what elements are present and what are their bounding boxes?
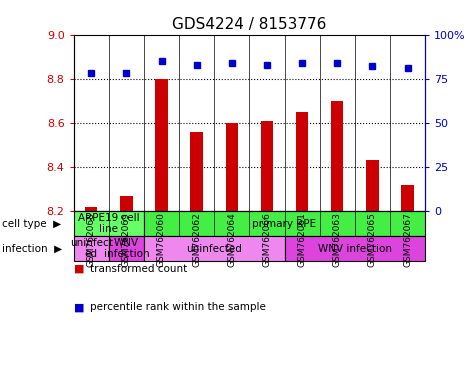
Bar bbox=[109, 236, 144, 261]
Text: ARPE19 cell
line: ARPE19 cell line bbox=[78, 213, 140, 235]
Text: GSM762062: GSM762062 bbox=[192, 212, 201, 267]
Text: GSM762063: GSM762063 bbox=[333, 212, 342, 267]
Text: ■: ■ bbox=[74, 264, 84, 274]
Bar bbox=[155, 79, 168, 211]
Bar bbox=[120, 196, 133, 211]
Bar bbox=[296, 112, 308, 211]
Text: WNV
infection: WNV infection bbox=[104, 238, 149, 260]
Bar bbox=[331, 101, 343, 211]
Text: GSM762060: GSM762060 bbox=[157, 212, 166, 267]
Text: WNV infection: WNV infection bbox=[318, 243, 392, 254]
Bar bbox=[226, 123, 238, 211]
Text: uninfected: uninfected bbox=[186, 243, 242, 254]
Bar bbox=[74, 211, 144, 236]
Bar bbox=[85, 207, 97, 211]
Bar bbox=[285, 236, 425, 261]
Title: GDS4224 / 8153776: GDS4224 / 8153776 bbox=[172, 17, 327, 32]
Text: cell type  ▶: cell type ▶ bbox=[2, 218, 61, 229]
Text: primary RPE: primary RPE bbox=[253, 218, 316, 229]
Text: GSM762066: GSM762066 bbox=[263, 212, 271, 267]
Text: GSM762065: GSM762065 bbox=[368, 212, 377, 267]
Bar bbox=[74, 236, 109, 261]
Text: percentile rank within the sample: percentile rank within the sample bbox=[90, 302, 266, 312]
Text: GSM762069: GSM762069 bbox=[122, 212, 131, 267]
Text: ■: ■ bbox=[74, 302, 84, 312]
Bar bbox=[144, 211, 425, 236]
Bar bbox=[366, 161, 379, 211]
Bar bbox=[144, 236, 285, 261]
Text: GSM762061: GSM762061 bbox=[298, 212, 306, 267]
Text: GSM762064: GSM762064 bbox=[228, 212, 236, 267]
Bar bbox=[401, 185, 414, 211]
Text: GSM762068: GSM762068 bbox=[87, 212, 95, 267]
Bar bbox=[190, 132, 203, 211]
Text: uninfect
ed: uninfect ed bbox=[70, 238, 113, 260]
Bar bbox=[261, 121, 273, 211]
Text: GSM762067: GSM762067 bbox=[403, 212, 412, 267]
Text: infection  ▶: infection ▶ bbox=[2, 243, 63, 254]
Text: transformed count: transformed count bbox=[90, 264, 188, 274]
